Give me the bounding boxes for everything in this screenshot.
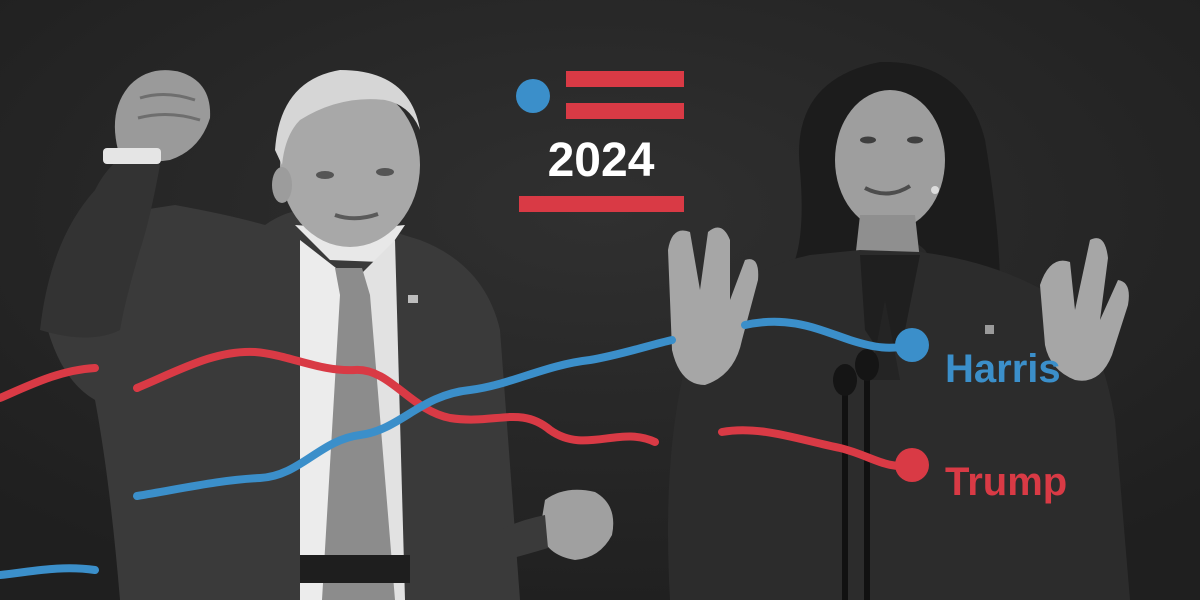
flag-stripe bbox=[566, 71, 684, 87]
harris-trend-line bbox=[133, 336, 676, 500]
harris-trend-line bbox=[741, 317, 916, 352]
trend-lines bbox=[0, 317, 916, 579]
man-raising-fist-photo bbox=[40, 70, 614, 600]
year-label: 2024 bbox=[548, 134, 655, 187]
harris-trend-line bbox=[0, 564, 99, 579]
harris-end-dot bbox=[895, 328, 929, 362]
flag-stripe bbox=[519, 196, 684, 212]
trump-trend-line bbox=[133, 347, 659, 446]
trump-end-dot bbox=[895, 448, 929, 482]
trump-label: Trump bbox=[945, 460, 1067, 504]
flag-blue-dot-icon bbox=[516, 79, 550, 113]
harris-label: Harris bbox=[945, 347, 1061, 391]
trump-trend-line bbox=[718, 426, 916, 470]
flag-stripe bbox=[566, 103, 684, 119]
trump-trend-line bbox=[0, 364, 99, 402]
woman-at-podium-photo bbox=[668, 61, 1130, 600]
flag-logo: 2024 bbox=[516, 71, 684, 212]
